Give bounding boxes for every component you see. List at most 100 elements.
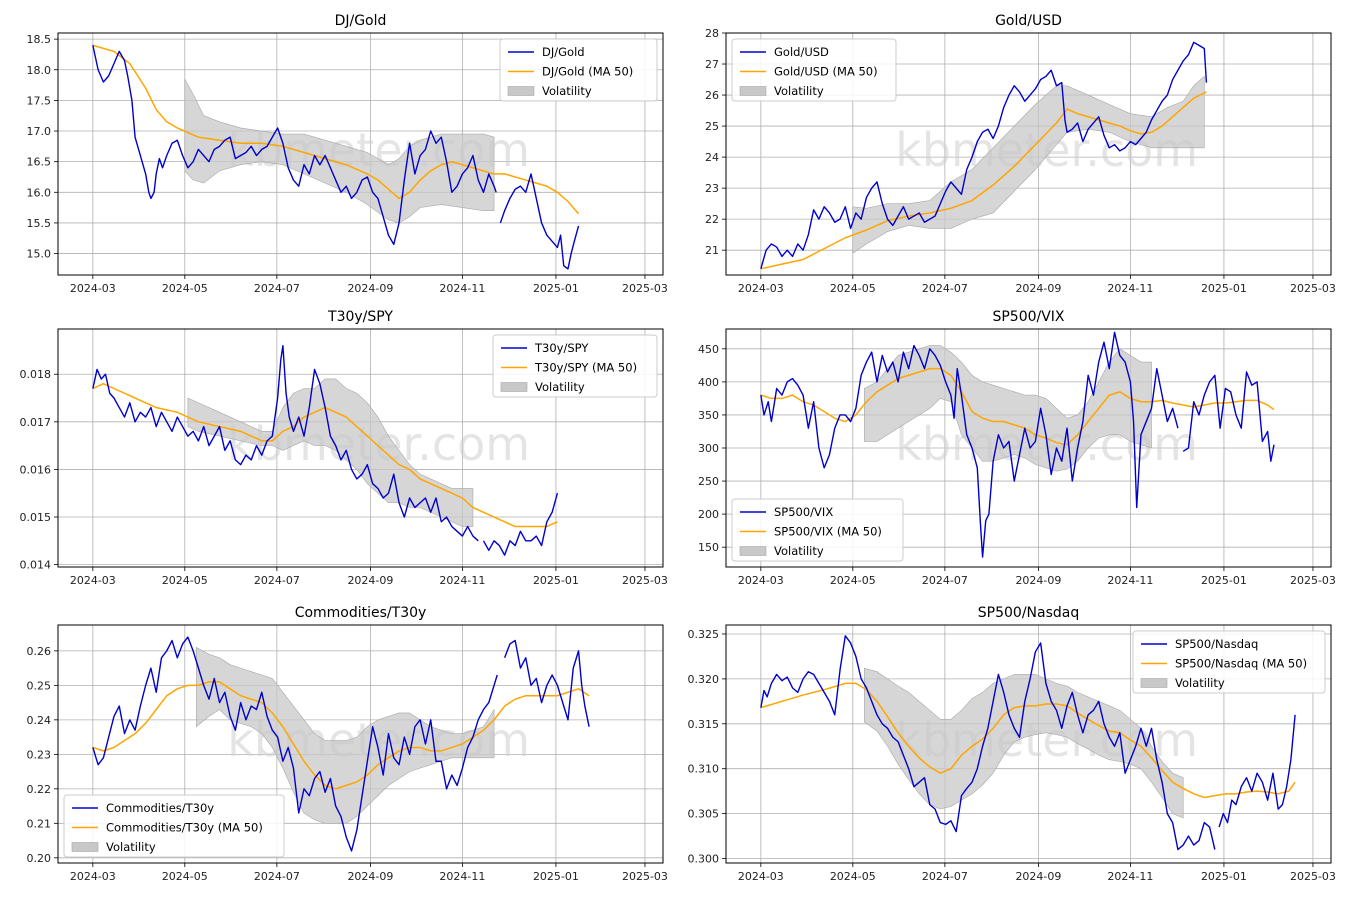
y-tick-label: 16.0	[27, 186, 52, 199]
x-tick-label: 2025-03	[622, 282, 668, 295]
y-tick-label: 0.21	[27, 817, 52, 830]
x-tick-label: 2024-03	[70, 870, 116, 883]
y-tick-label: 18.5	[27, 33, 52, 46]
y-tick-label: 0.305	[688, 808, 720, 821]
ma-line	[92, 44, 580, 215]
legend-box	[731, 38, 897, 102]
x-tick-label: 2024-05	[830, 282, 876, 295]
y-tick-label: 250	[698, 475, 719, 488]
y-tick-label: 0.23	[27, 748, 52, 761]
x-tick-label: 2025-03	[622, 870, 668, 883]
legend-swatch-band	[71, 842, 99, 852]
y-tick-label: 0.310	[688, 763, 720, 776]
x-tick-label: 2024-07	[254, 870, 300, 883]
chart-title: T30y/SPY	[327, 309, 393, 325]
x-tick-label: 2024-07	[922, 282, 968, 295]
y-tick-label: 26	[705, 89, 719, 102]
y-tick-label: 0.014	[20, 559, 52, 572]
x-tick-label: 2024-11	[439, 282, 485, 295]
ma-line	[92, 382, 558, 528]
plot-frame	[57, 32, 664, 276]
y-tick-label: 450	[698, 343, 719, 356]
legend: SP500/Nasdaq SP500/Nasdaq (MA 50) Volatili…	[1132, 630, 1326, 694]
y-tick-label: 0.017	[20, 416, 52, 429]
x-tick-label: 2024-11	[1107, 574, 1153, 587]
legend-box	[731, 498, 904, 562]
legend: Gold/USD Gold/USD (MA 50) Volatility	[731, 38, 897, 102]
x-tick-label: 2024-09	[1015, 282, 1061, 295]
legend-label: Commodities/T30y	[106, 801, 214, 815]
legend-swatch-band	[1140, 678, 1168, 688]
x-tick-label: 2024-05	[830, 870, 876, 883]
x-tick-label: 2024-03	[738, 574, 784, 587]
x-tick-label: 2024-05	[162, 870, 208, 883]
plot-frame	[57, 624, 664, 864]
x-tick-label: 2025-01	[1201, 574, 1247, 587]
y-tick-label: 300	[698, 442, 719, 455]
x-tick-label: 2024-09	[347, 282, 393, 295]
y-tick-label: 24	[705, 151, 719, 164]
y-tick-label: 21	[705, 244, 719, 257]
chart-title: Commodities/T30y	[295, 605, 427, 621]
volatility-band	[852, 75, 1205, 254]
y-tick-label: 16.5	[27, 156, 52, 169]
x-tick-label: 2024-05	[162, 282, 208, 295]
legend-label: Volatility	[535, 380, 585, 394]
x-tick-label: 2024-07	[922, 574, 968, 587]
y-tick-label: 27	[705, 58, 719, 71]
legend-box	[499, 38, 658, 102]
legend-box	[1132, 630, 1326, 694]
legend-label: Commodities/T30y (MA 50)	[106, 821, 263, 835]
legend-swatch-band	[739, 546, 767, 556]
ma-line	[760, 91, 1207, 270]
legend-box	[63, 794, 285, 858]
legend-label: Volatility	[542, 84, 592, 98]
x-tick-label: 2024-03	[738, 282, 784, 295]
legend-label: T30y/SPY (MA 50)	[534, 361, 637, 375]
x-tick-label: 2024-05	[830, 574, 876, 587]
y-tick-label: 150	[698, 541, 719, 554]
chart-title: SP500/Nasdaq	[978, 605, 1079, 621]
y-tick-label: 0.24	[27, 714, 52, 727]
ma-line	[92, 681, 590, 790]
x-tick-label: 2025-03	[1290, 574, 1336, 587]
x-tick-label: 2024-11	[439, 870, 485, 883]
plot-frame	[57, 328, 664, 568]
x-tick-label: 2025-01	[533, 574, 579, 587]
legend-swatch-band	[739, 86, 767, 96]
x-tick-label: 2024-11	[1107, 282, 1153, 295]
legend: SP500/VIX SP500/VIX (MA 50) Volatility	[731, 498, 904, 562]
x-tick-label: 2024-07	[254, 574, 300, 587]
x-tick-label: 2025-01	[1201, 282, 1247, 295]
y-tick-label: 17.0	[27, 125, 52, 138]
chart-title: DJ/Gold	[335, 13, 387, 29]
panel-commodities-t30y: kbmeter.com2024-032024-052024-072024-092…	[27, 605, 668, 883]
y-tick-label: 17.5	[27, 94, 52, 107]
plot-frame	[725, 624, 1332, 864]
volatility-band	[196, 646, 495, 824]
y-tick-label: 25	[705, 120, 719, 133]
x-tick-label: 2024-07	[254, 282, 300, 295]
y-tick-label: 0.016	[20, 463, 52, 476]
x-tick-label: 2024-05	[162, 574, 208, 587]
series-line	[499, 173, 580, 270]
legend-label: Volatility	[106, 840, 156, 854]
y-tick-label: 0.320	[688, 673, 720, 686]
y-tick-label: 18.0	[27, 64, 52, 77]
x-tick-label: 2025-03	[1290, 282, 1336, 295]
series-line	[760, 41, 1208, 269]
chart-title: SP500/VIX	[992, 309, 1064, 325]
legend-label: Volatility	[774, 84, 824, 98]
y-tick-label: 0.018	[20, 368, 52, 381]
legend-label: SP500/VIX	[774, 505, 833, 519]
legend-label: Volatility	[774, 544, 824, 558]
y-tick-label: 0.015	[20, 511, 52, 524]
series-line	[760, 635, 1216, 851]
x-tick-label: 2024-11	[439, 574, 485, 587]
x-tick-label: 2024-03	[70, 574, 116, 587]
legend-swatch-band	[500, 382, 528, 392]
x-tick-label: 2025-01	[533, 282, 579, 295]
x-tick-label: 2025-03	[622, 574, 668, 587]
panel-t30y-spy: kbmeter.com2024-032024-052024-072024-092…	[20, 309, 668, 587]
